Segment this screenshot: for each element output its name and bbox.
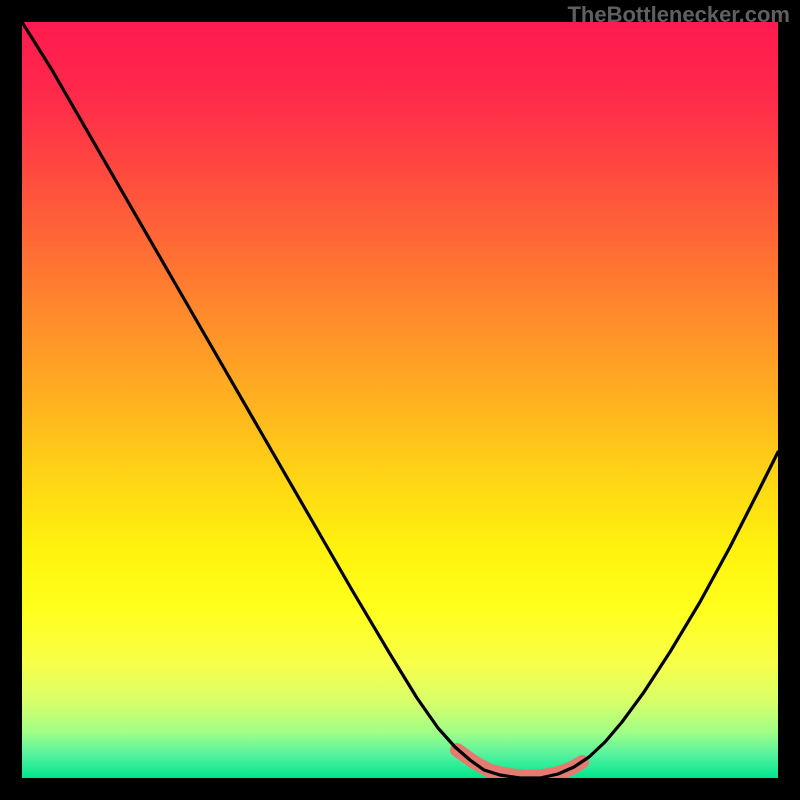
- plot-area: [22, 22, 778, 778]
- chart-frame: TheBottlenecker.com: [0, 0, 800, 800]
- watermark-text: TheBottlenecker.com: [567, 2, 790, 28]
- bottleneck-curve-chart: [22, 22, 778, 778]
- gradient-background: [22, 22, 778, 778]
